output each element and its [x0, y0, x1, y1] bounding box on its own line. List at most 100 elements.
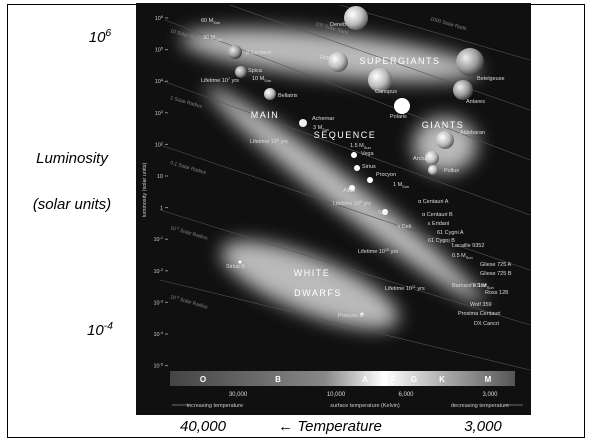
- lifetime-label-base: Lifetime 10: [333, 201, 360, 207]
- lum-top-base: 10: [89, 29, 106, 46]
- star-label: α Centauri A: [418, 199, 449, 205]
- y-tick-label-sup: 5: [161, 47, 163, 51]
- star-label: Antares: [466, 99, 485, 105]
- star-label: Bellatrix: [278, 93, 298, 99]
- lum-top-sup: 6: [105, 27, 111, 39]
- star-label: Polaris: [390, 114, 407, 120]
- lifetime-label: Lifetime 1011 yrs: [385, 285, 425, 292]
- lifetime-label-base: Lifetime 10: [250, 139, 277, 145]
- temp-caption: increasing temperature: [187, 403, 243, 409]
- spectral-class: F: [391, 375, 396, 384]
- lum-title: (solar units): [33, 196, 111, 213]
- lum-bottom-base: 10: [87, 322, 104, 339]
- star-label: Lacaille 9352: [452, 243, 484, 249]
- region-label: DWARFS: [294, 288, 342, 298]
- y-tick-label-sup: 2: [161, 141, 163, 145]
- star-label: Arcturus: [413, 156, 434, 162]
- star-label: Gliese 725 B: [480, 271, 512, 277]
- mass-label-sub: Sun: [487, 286, 494, 290]
- lum-bottom: 10-4: [87, 320, 113, 339]
- star-label: Ross 128: [485, 290, 508, 296]
- spectral-class: B: [275, 375, 281, 384]
- lifetime-label-base: Lifetime 10: [201, 78, 228, 84]
- y-tick-label-sup: 3: [161, 110, 163, 114]
- y-tick-label-sup: -1: [160, 236, 163, 240]
- lum-bottom-sup: -4: [104, 320, 113, 332]
- mass-label-base: 1.5 M: [350, 143, 364, 149]
- region-label: WHITE: [294, 268, 331, 278]
- region-label: MAIN: [251, 110, 280, 120]
- lifetime-label-after: yrs: [230, 78, 239, 84]
- mass-label-sub: Sun: [322, 128, 329, 132]
- star-label: Achernar: [312, 116, 334, 122]
- star-label: ε Eridani: [428, 221, 449, 227]
- star-label: τ Ceti: [398, 224, 411, 230]
- star-label: Procyon B: [338, 313, 364, 319]
- star-label: Pollux: [444, 168, 459, 174]
- lum-top: 106: [89, 27, 112, 46]
- star-label: Proxima Centauri: [458, 311, 501, 317]
- y-tick-label-sup: 6: [161, 15, 163, 19]
- star-label: β Centauri: [246, 50, 271, 56]
- temp-right: 3,000: [464, 418, 502, 435]
- slide: 106Luminosity(solar units)10-440,000← Te…: [0, 0, 592, 444]
- star-label: Vega: [361, 151, 374, 157]
- star-label: Gliese 725 A: [480, 262, 512, 268]
- star-label: Deneb: [330, 22, 346, 28]
- region-label: GIANTS: [422, 120, 465, 130]
- temp-tick: 3,000: [482, 392, 498, 398]
- star-label: Sirius: [362, 164, 376, 170]
- region-label: SUPERGIANTS: [359, 56, 440, 66]
- temp-caption: surface temperature (Kelvin): [330, 403, 400, 409]
- spectral-class: G: [411, 375, 417, 384]
- spectral-class: O: [200, 375, 206, 384]
- star-label: Procyon: [376, 172, 396, 178]
- temp-caption: decreasing temperature: [451, 403, 509, 409]
- star-label: Altair: [343, 188, 356, 194]
- y-axis-title: luminosity (solar units): [142, 162, 148, 217]
- lifetime-label: Lifetime 1010 yrs: [358, 248, 398, 255]
- star-label: 61 Cygni A: [437, 230, 464, 236]
- y-tick-label: 1: [160, 206, 163, 212]
- spectral-class: M: [485, 375, 492, 384]
- spectral-bar: [170, 371, 515, 386]
- mass-label-base: 10 M: [252, 76, 265, 82]
- temp-tick: 10,000: [327, 392, 346, 398]
- mass-label-sub: Sun: [466, 256, 473, 260]
- star-label: Wolf 359: [470, 302, 492, 308]
- lifetime-label: Lifetime 108 yrs: [250, 138, 288, 145]
- star-label: DX Cancri: [474, 321, 499, 327]
- lifetime-label-base: Lifetime 10: [358, 249, 385, 255]
- lifetime-label-after: yrs: [362, 201, 371, 207]
- lifetime-label-after: yrs: [389, 249, 398, 255]
- lifetime-label: Lifetime 107 yrs: [201, 77, 239, 84]
- lifetime-label-after: yrs: [279, 139, 288, 145]
- star-label: Spica: [248, 68, 263, 74]
- mass-label-base: 60 M: [201, 18, 214, 24]
- mass-label-sub: Sun: [215, 38, 222, 42]
- star-label: Sirius B: [226, 264, 245, 270]
- mass-label-sub: Sun: [264, 79, 271, 83]
- temp-left: 40,000: [180, 418, 227, 435]
- y-tick-label-sup: -3: [160, 299, 163, 303]
- lifetime-label-after: yrs: [416, 286, 425, 292]
- mass-label-base: 0.1 M: [473, 283, 487, 289]
- spectral-class: A: [362, 375, 368, 384]
- temp-tick: 30,000: [229, 392, 248, 398]
- mass-label-base: 3 M: [313, 125, 323, 131]
- y-tick-label-sup: -2: [160, 268, 163, 272]
- mass-label-base: 1 M: [393, 182, 403, 188]
- star-label: Sun: [378, 210, 388, 216]
- temp-tick: 6,000: [398, 392, 414, 398]
- y-tick-label-sup: -5: [160, 363, 163, 367]
- lum-title: Luminosity: [36, 150, 109, 167]
- star-label: α Centauri B: [422, 212, 453, 218]
- mass-label-sub: Sun: [213, 21, 220, 25]
- mass-label-sub: Sun: [402, 185, 409, 189]
- star-label: Betelgeuse: [477, 76, 505, 82]
- spectral-class: K: [439, 375, 445, 384]
- mass-label-base: 0.5 M: [452, 253, 466, 259]
- temp-title: ← Temperature: [278, 418, 382, 435]
- lifetime-label: Lifetime 109 yrs: [333, 200, 371, 207]
- mass-label-sub: Sun: [364, 146, 371, 150]
